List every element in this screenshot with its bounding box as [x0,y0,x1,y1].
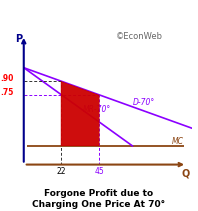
Text: .75: .75 [0,88,14,97]
Text: D-70°: D-70° [133,98,155,107]
Text: ©EconWeb: ©EconWeb [116,32,163,41]
Text: .90: .90 [0,74,14,83]
Text: 45: 45 [95,167,104,176]
Text: 22: 22 [56,167,66,176]
Text: Forgone Profit due to
Charging One Price At 70°: Forgone Profit due to Charging One Price… [32,189,166,209]
Text: MR-70°: MR-70° [83,106,111,114]
Text: Q: Q [181,169,189,179]
Text: MC: MC [172,137,184,146]
Text: P: P [15,34,22,44]
Polygon shape [61,81,100,146]
